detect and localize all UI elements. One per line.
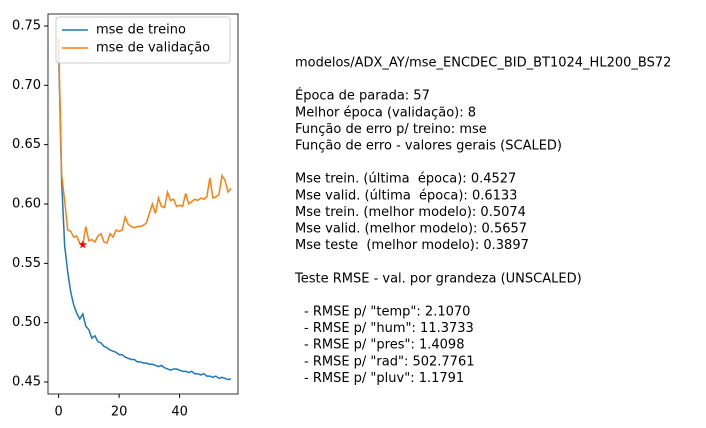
note-line: Mse valid. (melhor modelo): 0.5657: [295, 222, 527, 237]
note-line: Mse teste (melhor modelo): 0.3897: [295, 238, 529, 253]
best-marker: [78, 240, 88, 249]
note-line: Função de erro - valores gerais (SCALED): [295, 139, 562, 154]
note-line: Mse trein. (melhor modelo): 0.5074: [295, 205, 526, 220]
legend-label: mse de treino: [96, 23, 186, 38]
note-line: Mse valid. (última época): 0.6133: [295, 188, 517, 203]
legend-box: [55, 16, 231, 64]
y-tick-label: 0.50: [12, 315, 41, 330]
y-tick-label: 0.60: [12, 197, 41, 212]
note-line: Mse trein. (última época): 0.4527: [295, 172, 516, 187]
x-tick-label: 20: [111, 405, 128, 420]
note-line: - RMSE p/ "pres": 1.4098: [304, 338, 464, 353]
plot-frame: [47, 13, 239, 395]
note-line: Função de erro p/ treino: mse: [295, 122, 487, 137]
series-line: [57, 37, 232, 246]
legend: mse de treino mse de validação: [55, 16, 231, 64]
x-tick-label: 0: [54, 405, 62, 420]
note-line: - RMSE p/ "temp": 2.1070: [304, 305, 470, 320]
y-tick-label: 0.45: [12, 375, 41, 390]
x-tick-label: 40: [171, 405, 188, 420]
legend-label: mse de validação: [96, 41, 210, 56]
note-line: modelos/ADX_AY/mse_ENCDEC_BID_BT1024_HL2…: [295, 56, 671, 71]
note-line: Teste RMSE - val. por grandeza (UNSCALED…: [294, 271, 582, 286]
y-tick-label: 0.75: [12, 18, 41, 33]
y-tick-label: 0.65: [12, 137, 41, 152]
y-tick-label: 0.55: [12, 256, 41, 271]
note-line: - RMSE p/ "rad": 502.7761: [304, 354, 475, 369]
note-line: Época de parada: 57: [295, 88, 430, 104]
note-line: Melhor época (validação): 8: [295, 105, 476, 120]
series-line: [57, 49, 232, 381]
note-line: - RMSE p/ "hum": 11.3733: [304, 321, 474, 336]
note-line: - RMSE p/ "pluv": 1.1791: [304, 371, 464, 386]
y-tick-label: 0.70: [12, 78, 41, 93]
